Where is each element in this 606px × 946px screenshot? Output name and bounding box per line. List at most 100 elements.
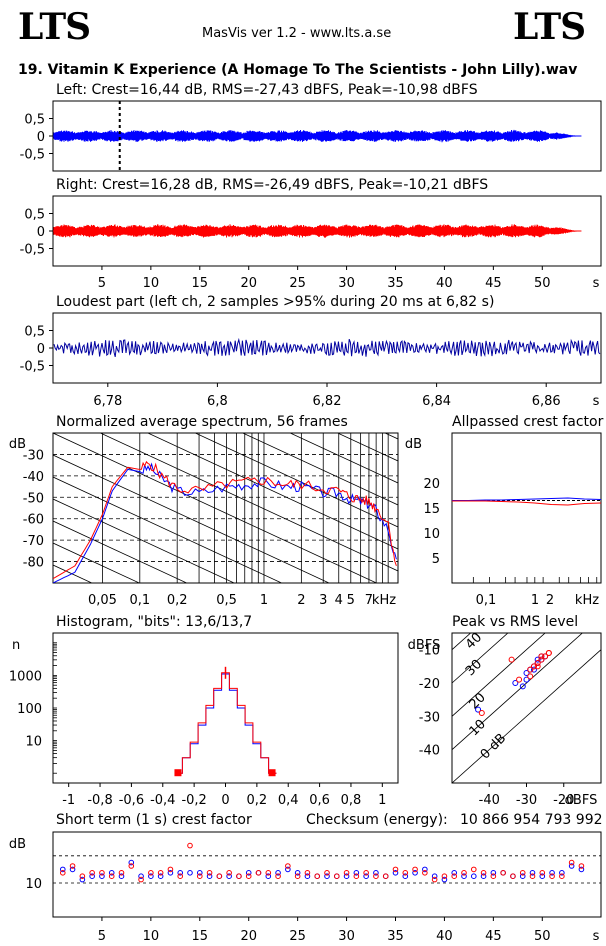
short-term-point (99, 873, 105, 880)
spectrum-slope-line (241, 433, 398, 506)
spectrum-slope-line (53, 542, 141, 583)
peak-rms-xlabel: dBFS (565, 793, 598, 808)
loudest-part-xtick-label: 6,78 (93, 394, 122, 409)
allpassed-series-red (452, 500, 602, 506)
loudest-part-xtick-label: s (593, 394, 600, 409)
short-term-point (412, 866, 418, 873)
right-waveform-xtick-label: 25 (289, 276, 306, 291)
peak-rms-diag-label: 20 (467, 690, 489, 712)
right-waveform-xtick-label: 50 (534, 276, 551, 291)
histogram-xtick-label: 1 (378, 793, 386, 808)
peak-rms-xtick-label: -20 (553, 793, 574, 808)
short-term-point (216, 873, 223, 880)
peak-rms-point (516, 676, 523, 683)
short-term-xtick-label: 10 (143, 929, 160, 944)
right-waveform-xtick-label: 30 (338, 276, 355, 291)
short-term-point (461, 870, 467, 876)
peak-rms-point (542, 653, 549, 660)
peak-rms-point (508, 656, 515, 663)
short-term-point (568, 859, 575, 866)
histogram-clip-marker (174, 769, 182, 777)
spectrum-slope-line (53, 454, 330, 583)
allpassed-series-blue (452, 497, 602, 501)
allpassed-xtick-label: 1 (531, 593, 539, 608)
short-term-point (177, 873, 184, 880)
logo-left: LTS (18, 6, 91, 48)
spectrum-series-red (53, 460, 397, 580)
short-term-point (79, 876, 86, 883)
peak-rms-diag-label: 30 (463, 657, 485, 679)
peak-rms-point (478, 710, 485, 716)
peak-rms-xtick-label: -30 (516, 793, 537, 808)
short-term-xtick-label: s (593, 929, 600, 944)
short-term-point (294, 870, 301, 876)
short-term-point (382, 873, 389, 880)
spectrum-slope-line (384, 433, 398, 440)
histogram-xtick-label: 0,4 (278, 793, 299, 808)
short-term-point (148, 870, 154, 876)
short-term-point (275, 870, 281, 876)
left-waveform-title: Left: Crest=16,44 dB, RMS=-27,43 dBFS, P… (56, 82, 478, 98)
spectrum-xtick-label: 0,2 (167, 593, 188, 608)
short-term-point (500, 870, 506, 876)
peak-rms-point (523, 676, 530, 683)
histogram-xtick-label: 0,2 (247, 793, 268, 808)
spectrum-xtick-label: 0,05 (88, 593, 117, 608)
peak-rms-point (519, 683, 526, 690)
histogram-xtick-label: 0,6 (309, 793, 330, 808)
loudest-part-ytick-label: -0,5 (20, 360, 45, 375)
peak-rms-diagonal (452, 649, 601, 783)
short-term-point (304, 870, 311, 876)
peak-rms-point (523, 670, 530, 676)
peak-rms-ylabel: dBFS (408, 638, 441, 653)
allpassed-frame (451, 432, 602, 584)
short-term-point (324, 873, 330, 880)
spectrum-slope-line (99, 433, 398, 572)
peak-rms-point (538, 656, 545, 663)
peak-rms-diag-label: 10 (467, 717, 489, 739)
peak-rms-diagonal (452, 633, 546, 717)
spectrum-xtick-label: 3 (319, 593, 327, 608)
short-term-point (461, 873, 467, 880)
short-term-point (206, 873, 213, 880)
allpassed-xtick-label: 0,1 (476, 593, 497, 608)
right-waveform-title: Right: Crest=16,28 dB, RMS=-26,49 dBFS, … (56, 177, 489, 193)
loudest-part-xtick-label: 6,8 (207, 394, 228, 409)
short-term-point (392, 870, 399, 876)
short-term-point (480, 873, 487, 880)
histogram-clip-marker (268, 769, 276, 777)
short-term-point (59, 866, 66, 873)
short-term-point (245, 873, 252, 880)
spectrum-slope-line (53, 235, 398, 395)
short-term-point (255, 870, 262, 876)
short-term-point (549, 870, 555, 876)
short-term-point (510, 873, 516, 880)
short-term-point (363, 870, 369, 876)
right-waveform-xtick-label: s (593, 276, 600, 291)
left-waveform-ytick-label: 0,5 (24, 113, 45, 128)
short-term-point (490, 873, 497, 880)
short-term-point (431, 873, 438, 880)
short-term-point (441, 876, 448, 883)
peak-rms-point (545, 650, 552, 656)
short-term-point (128, 859, 135, 866)
spectrum-xtick-label: 0,5 (216, 593, 237, 608)
short-term-point (529, 870, 536, 876)
short-term-point (69, 866, 76, 873)
spectrum-slope-line (53, 476, 283, 583)
peak-rms-diagonal (452, 633, 583, 751)
short-term-point (373, 873, 379, 880)
spectrum-xtick-label: 4 (335, 593, 343, 608)
short-term-point (187, 842, 193, 849)
allpassed-xtick-label: 2 (546, 593, 554, 608)
short-term-point (157, 870, 164, 876)
short-term-point (226, 870, 232, 876)
histogram-series-red (174, 672, 277, 774)
histogram-frame (52, 632, 399, 784)
spectrum-series-blue (53, 462, 397, 583)
spectrum-xtick-label: kHz (372, 593, 396, 608)
short-term-point (69, 863, 76, 869)
peak-rms-point (538, 653, 545, 660)
spectrum-xtick-label: 5 (347, 593, 355, 608)
peak-rms-point (527, 673, 534, 680)
